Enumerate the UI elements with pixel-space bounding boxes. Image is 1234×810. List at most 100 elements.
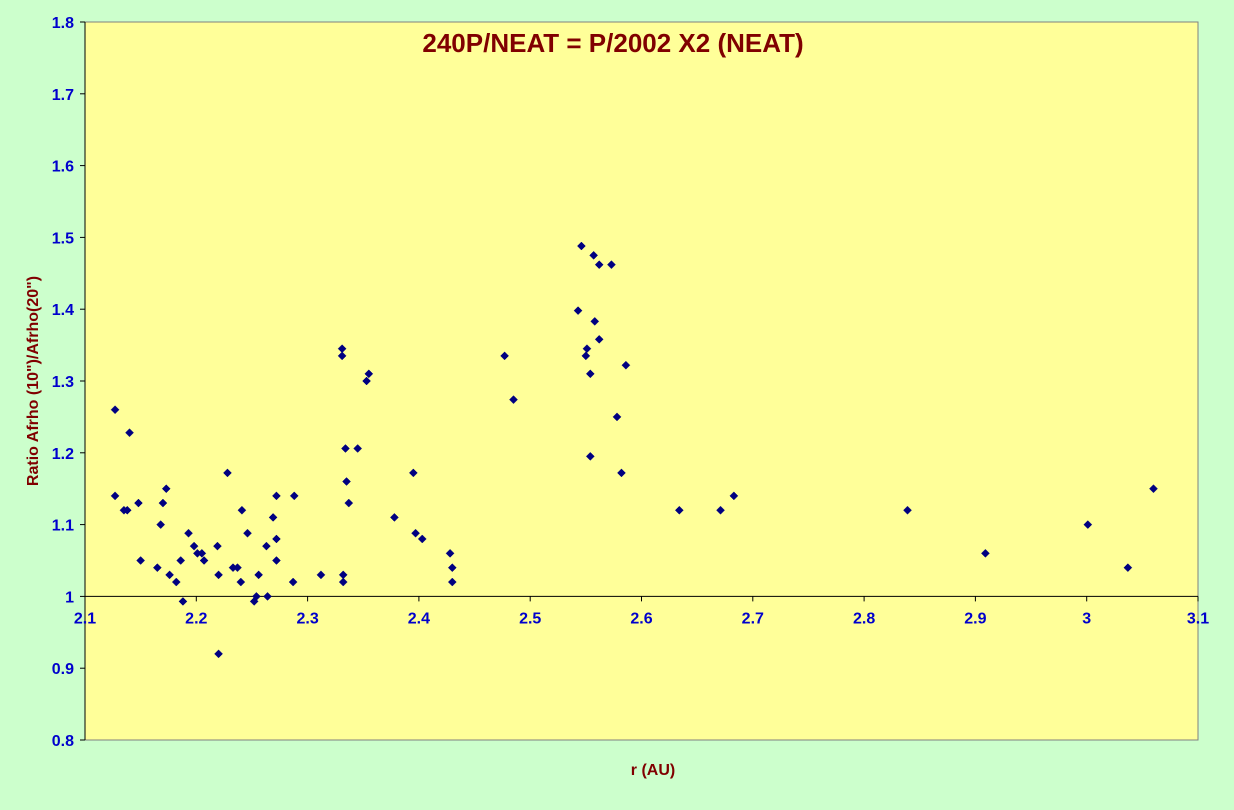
data-point <box>509 395 518 405</box>
data-point <box>447 563 457 573</box>
data-point <box>582 344 592 354</box>
data-point <box>184 528 193 538</box>
data-point <box>243 528 252 538</box>
data-point <box>252 592 261 601</box>
x-tick-label: 2.7 <box>742 610 764 627</box>
x-tick-label: 2.1 <box>74 610 96 627</box>
y-tick-label: 1.4 <box>52 302 74 319</box>
data-point <box>581 351 591 361</box>
data-point <box>353 444 363 453</box>
data-point <box>272 534 281 544</box>
chart-title: 240P/NEAT = P/2002 X2 (NEAT) <box>422 28 803 58</box>
x-axis-label: r (AU) <box>631 762 675 779</box>
data-point <box>197 548 207 558</box>
data-point <box>612 412 622 422</box>
data-point <box>289 491 299 501</box>
data-point <box>585 369 595 379</box>
data-point <box>594 335 604 344</box>
data-point <box>262 541 271 551</box>
y-tick-label: 1.1 <box>52 518 74 535</box>
x-tick-label: 3.1 <box>1187 610 1209 627</box>
data-point <box>122 505 132 515</box>
data-point <box>214 570 223 580</box>
data-point <box>342 477 351 486</box>
data-point <box>729 491 739 501</box>
data-point <box>171 577 181 587</box>
data-point <box>577 241 586 251</box>
data-point <box>272 491 281 501</box>
data-point <box>254 570 263 580</box>
data-point <box>136 556 146 565</box>
data-point <box>621 360 631 370</box>
data-point <box>156 520 166 529</box>
data-point <box>411 528 420 538</box>
y-tick-label: 1.8 <box>52 15 74 32</box>
data-point <box>364 369 374 379</box>
data-point <box>125 428 134 438</box>
y-axis-label: Ratio Afrho (10")/Afrho(20") <box>25 276 42 486</box>
data-point <box>178 597 188 606</box>
data-point <box>903 505 912 515</box>
data-point <box>408 468 418 478</box>
y-tick-label: 1.2 <box>52 446 74 463</box>
data-point <box>1149 484 1158 494</box>
data-point <box>1123 563 1133 573</box>
x-tick-label: 2.6 <box>630 610 652 627</box>
y-tick-label: 0.9 <box>52 661 74 678</box>
data-point <box>390 513 399 522</box>
x-tick-label: 2.2 <box>185 610 207 627</box>
data-point <box>417 534 427 544</box>
data-point <box>214 649 223 659</box>
data-point <box>316 570 326 580</box>
data-point <box>263 592 272 601</box>
data-point <box>161 484 171 494</box>
data-point <box>617 468 626 478</box>
x-tick-label: 2.5 <box>519 610 541 627</box>
data-point <box>362 376 371 386</box>
data-point <box>607 260 616 270</box>
data-point <box>981 548 990 558</box>
x-tick-label: 3 <box>1082 610 1091 627</box>
data-point <box>236 577 246 587</box>
data-point <box>158 498 168 508</box>
data-point <box>189 541 199 551</box>
data-point <box>341 444 350 453</box>
data-point <box>344 498 354 508</box>
data-point <box>338 577 348 587</box>
x-tick-label: 2.9 <box>964 610 986 627</box>
data-point <box>716 505 725 515</box>
data-point <box>573 306 583 315</box>
data-point <box>500 351 509 361</box>
y-tick-label: 1.5 <box>52 230 74 247</box>
data-point <box>288 577 298 587</box>
data-point <box>223 468 232 478</box>
y-tick-label: 1.3 <box>52 374 74 391</box>
y-tick-label: 0.8 <box>52 733 74 750</box>
data-point <box>445 548 455 558</box>
data-point <box>233 563 242 573</box>
data-points <box>110 241 1158 659</box>
data-point <box>1083 520 1093 529</box>
data-point <box>594 260 604 270</box>
data-point <box>165 570 174 580</box>
y-tick-label: 1.6 <box>52 159 74 176</box>
data-point <box>237 505 247 515</box>
data-point <box>272 556 281 565</box>
y-tick-label: 1 <box>65 589 74 606</box>
data-point <box>134 498 143 508</box>
data-point <box>199 556 209 565</box>
data-point <box>585 452 595 461</box>
y-axis: 0.8 0.9 1 1.1 1.2 1.3 1.4 1.5 1.6 1.7 1.8 <box>52 15 86 750</box>
data-point <box>589 250 598 260</box>
data-point <box>337 351 347 361</box>
data-point <box>447 577 457 587</box>
data-point <box>590 317 600 326</box>
data-point <box>176 556 186 565</box>
data-point <box>268 513 278 522</box>
data-point <box>213 541 222 551</box>
y-tick-label: 1.7 <box>52 87 74 104</box>
x-tick-label: 2.8 <box>853 610 875 627</box>
x-tick-label: 2.3 <box>296 610 318 627</box>
